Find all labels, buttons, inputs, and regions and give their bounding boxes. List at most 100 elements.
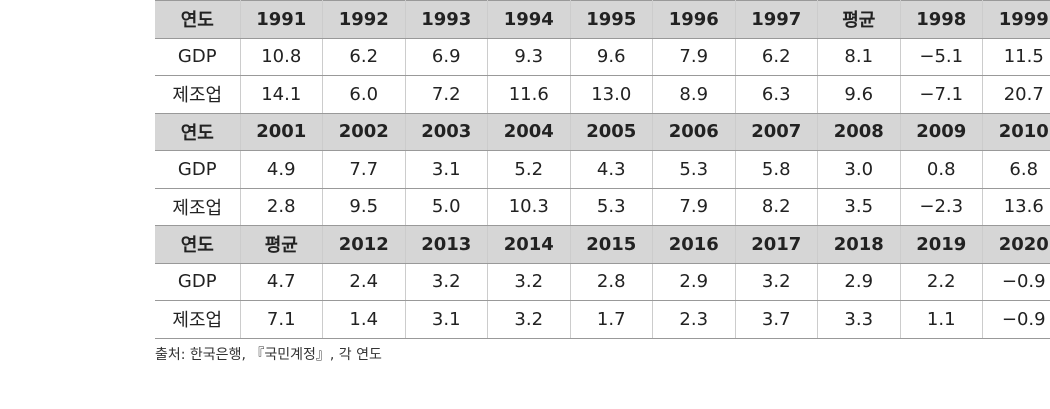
cell: 평균 bbox=[817, 0, 901, 39]
cell: 2006 bbox=[652, 112, 736, 151]
cell: 3.3 bbox=[817, 300, 901, 339]
cell: 6.3 bbox=[734, 75, 818, 114]
row-label: 제조업 bbox=[155, 300, 241, 339]
row-label: GDP bbox=[155, 150, 241, 189]
cell: 8.9 bbox=[652, 75, 736, 114]
cell: 5.2 bbox=[487, 150, 571, 189]
cell: 2020 bbox=[982, 225, 1050, 264]
cell: 2.8 bbox=[569, 262, 653, 301]
cell: 10.8 bbox=[239, 37, 323, 76]
cell: 5.8 bbox=[734, 150, 818, 189]
cell: 6.2 bbox=[734, 37, 818, 76]
cell: 1995 bbox=[569, 0, 653, 39]
cell: 20.7 bbox=[982, 75, 1050, 114]
cell: 1991 bbox=[239, 0, 323, 39]
cell: 1999 bbox=[982, 0, 1050, 39]
cell: 9.3 bbox=[487, 37, 571, 76]
cell: 3.2 bbox=[487, 300, 571, 339]
cell: 11.6 bbox=[487, 75, 571, 114]
cell: 4.3 bbox=[569, 150, 653, 189]
cell: 4.7 bbox=[239, 262, 323, 301]
cell: 3.5 bbox=[817, 187, 901, 226]
cell: 3.1 bbox=[404, 150, 488, 189]
cell: 1996 bbox=[652, 0, 736, 39]
cell: 2005 bbox=[569, 112, 653, 151]
cell: 7.9 bbox=[652, 187, 736, 226]
cell: 2007 bbox=[734, 112, 818, 151]
cell: 3.7 bbox=[734, 300, 818, 339]
cell: 9.5 bbox=[322, 187, 406, 226]
cell: 3.2 bbox=[404, 262, 488, 301]
header-row: 연도 평균 2012 2013 2014 2015 2016 2017 2018 2019 2020 bbox=[155, 225, 1050, 264]
cell: 11.5 bbox=[982, 37, 1050, 76]
cell: 1.4 bbox=[322, 300, 406, 339]
header-row: 연도 1991 1992 1993 1994 1995 1996 1997 평균 1998 1999 bbox=[155, 0, 1050, 39]
data-row: 제조업 2.8 9.5 5.0 10.3 5.3 7.9 8.2 3.5 −2.3 13.6 bbox=[155, 187, 1050, 226]
cell: −0.9 bbox=[982, 262, 1050, 301]
cell: 2001 bbox=[239, 112, 323, 151]
cell: 1.7 bbox=[569, 300, 653, 339]
cell: 2008 bbox=[817, 112, 901, 151]
cell: 2004 bbox=[487, 112, 571, 151]
cell: 2002 bbox=[322, 112, 406, 151]
cell: 2.8 bbox=[239, 187, 323, 226]
cell: 2013 bbox=[404, 225, 488, 264]
cell: 8.1 bbox=[817, 37, 901, 76]
cell: 6.2 bbox=[322, 37, 406, 76]
cell: 6.0 bbox=[322, 75, 406, 114]
cell: 3.0 bbox=[817, 150, 901, 189]
data-row: GDP 10.8 6.2 6.9 9.3 9.6 7.9 6.2 8.1 −5.1 11.5 bbox=[155, 37, 1050, 76]
data-row: 제조업 7.1 1.4 3.1 3.2 1.7 2.3 3.7 3.3 1.1 −0.9 bbox=[155, 300, 1050, 339]
cell: 2.4 bbox=[322, 262, 406, 301]
cell: −5.1 bbox=[899, 37, 983, 76]
cell: 2.9 bbox=[652, 262, 736, 301]
data-row: 제조업 14.1 6.0 7.2 11.6 13.0 8.9 6.3 9.6 −7.1 20.7 bbox=[155, 75, 1050, 114]
cell: 1994 bbox=[487, 0, 571, 39]
row-label: GDP bbox=[155, 262, 241, 301]
header-row: 연도 2001 2002 2003 2004 2005 2006 2007 2008 2009 20… bbox=[155, 112, 1050, 151]
cell: 2012 bbox=[322, 225, 406, 264]
row-label: 연도 bbox=[155, 0, 241, 39]
row-label: 제조업 bbox=[155, 75, 241, 114]
cell: −0.9 bbox=[982, 300, 1050, 339]
cell: 2.3 bbox=[652, 300, 736, 339]
cell: 2014 bbox=[487, 225, 571, 264]
cell: −2.3 bbox=[899, 187, 983, 226]
cell: 평균 bbox=[239, 225, 323, 264]
cell: 9.6 bbox=[817, 75, 901, 114]
row-label: GDP bbox=[155, 37, 241, 76]
cell: 1993 bbox=[404, 0, 488, 39]
cell: 2.2 bbox=[899, 262, 983, 301]
cell: 7.9 bbox=[652, 37, 736, 76]
cell: 1.1 bbox=[899, 300, 983, 339]
cell: 5.3 bbox=[569, 187, 653, 226]
cell: 1998 bbox=[899, 0, 983, 39]
cell: 7.1 bbox=[239, 300, 323, 339]
cell: 2010 bbox=[982, 112, 1050, 151]
data-row: GDP 4.7 2.4 3.2 3.2 2.8 2.9 3.2 2.9 2.2 −0.9 bbox=[155, 262, 1050, 301]
cell: 4.9 bbox=[239, 150, 323, 189]
cell: 13.6 bbox=[982, 187, 1050, 226]
cell: 2015 bbox=[569, 225, 653, 264]
cell: 2019 bbox=[899, 225, 983, 264]
cell: 0.8 bbox=[899, 150, 983, 189]
cell: 3.2 bbox=[487, 262, 571, 301]
cell: 7.2 bbox=[404, 75, 488, 114]
cell: 5.0 bbox=[404, 187, 488, 226]
row-label: 연도 bbox=[155, 225, 241, 264]
cell: 2003 bbox=[404, 112, 488, 151]
data-row: GDP 4.9 7.7 3.1 5.2 4.3 5.3 5.8 3.0 0.8 6.8 bbox=[155, 150, 1050, 189]
cell: 5.3 bbox=[652, 150, 736, 189]
cell: 9.6 bbox=[569, 37, 653, 76]
cell: −7.1 bbox=[899, 75, 983, 114]
row-label: 제조업 bbox=[155, 187, 241, 226]
cell: 3.2 bbox=[734, 262, 818, 301]
source-note: 출처: 한국은행, 『국민계정』, 각 연도 bbox=[155, 347, 382, 363]
cell: 2009 bbox=[899, 112, 983, 151]
data-table: 연도 1991 1992 1993 1994 1995 1996 1997 평균 1998 1999… bbox=[155, 0, 1050, 339]
cell: 2.9 bbox=[817, 262, 901, 301]
cell: 2018 bbox=[817, 225, 901, 264]
cell: 14.1 bbox=[239, 75, 323, 114]
cell: 10.3 bbox=[487, 187, 571, 226]
